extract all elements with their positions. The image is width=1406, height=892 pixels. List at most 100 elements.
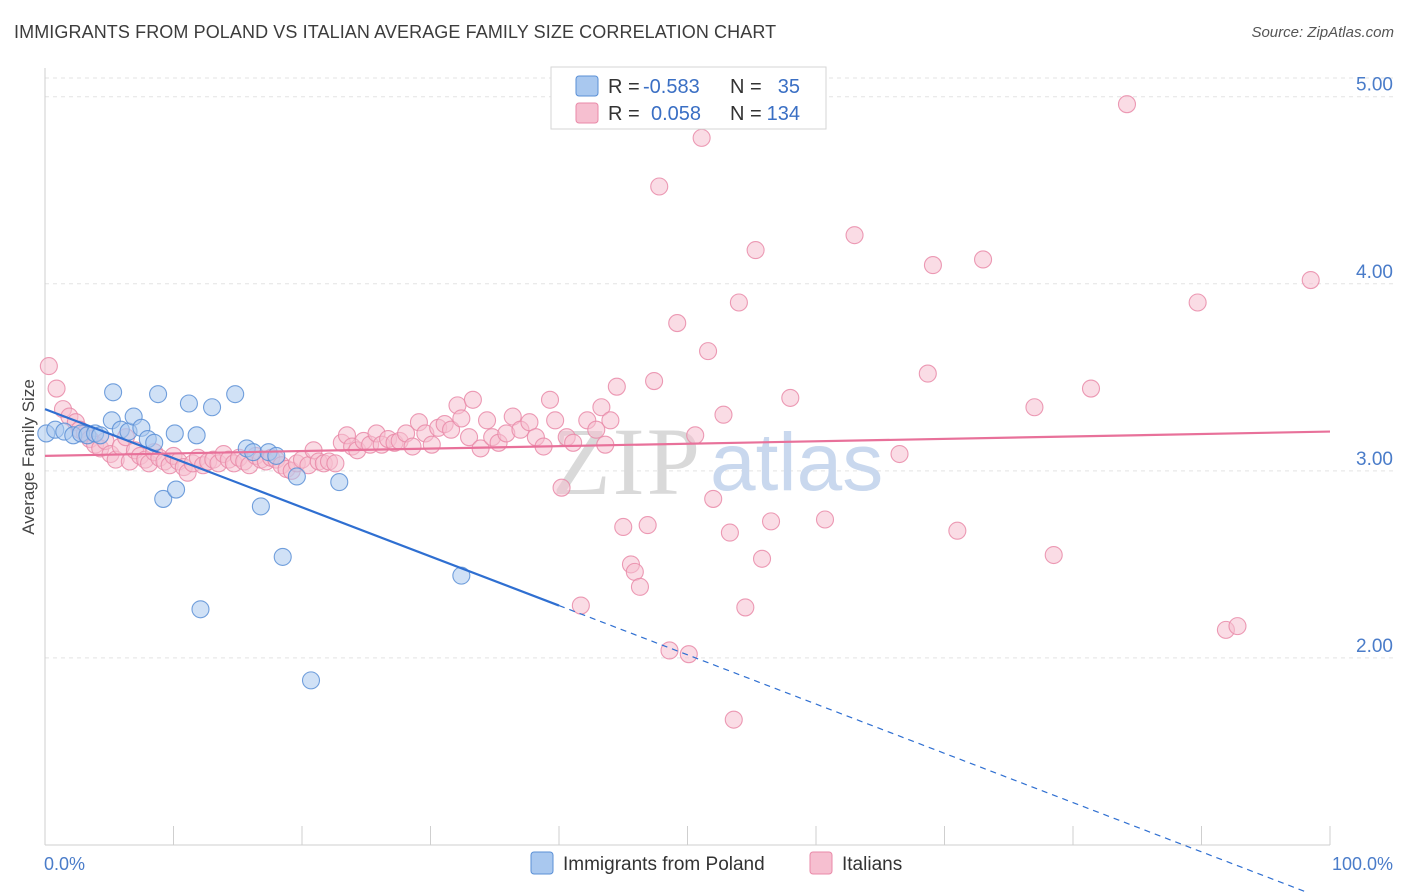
watermark-atlas: atlas	[710, 417, 883, 508]
italians-point	[668, 314, 687, 333]
italians-point	[592, 398, 611, 417]
italians-point	[645, 372, 664, 391]
italians-point	[630, 577, 650, 596]
italians-point	[845, 226, 864, 245]
italians-point	[601, 411, 620, 430]
stats-box: R = -0.583 N = 35 R = 0.058 N = 134	[550, 66, 827, 130]
stats-r-label-italians: R =	[608, 103, 640, 125]
poland-point	[273, 547, 292, 566]
legend-swatch-italians	[809, 851, 833, 875]
italians-point	[477, 411, 497, 430]
stats-swatch-italians	[575, 102, 599, 124]
italians-point	[973, 250, 993, 269]
italians-point	[463, 390, 482, 409]
watermark: ZIP atlas	[552, 408, 883, 515]
italians-point	[1025, 398, 1044, 417]
italians-point	[422, 435, 441, 454]
poland-point	[187, 426, 206, 445]
y-tick-label: 3.00	[1356, 449, 1393, 470]
italians-point	[1044, 545, 1063, 565]
italians-point	[39, 357, 58, 376]
legend: Immigrants from Poland Italians	[530, 851, 902, 875]
italians-point	[452, 409, 471, 428]
italians-point	[724, 710, 743, 729]
poland-point	[179, 394, 198, 413]
italians-point	[540, 390, 560, 409]
ticks-layer: 2.00 3.00 4.00 5.00 0.0% 100.0%	[44, 75, 1393, 874]
poland-point	[167, 480, 186, 499]
legend-label-poland: Immigrants from Poland	[563, 854, 765, 875]
italians-point	[948, 521, 967, 540]
stats-r-value-italians: 0.058	[651, 103, 701, 125]
italians-point	[403, 437, 422, 456]
italians-point	[326, 454, 345, 473]
poland-point	[330, 473, 349, 492]
grid-layer	[45, 77, 1395, 659]
italians-point	[699, 342, 718, 361]
poland-point	[191, 600, 210, 619]
italians-point	[686, 426, 705, 445]
italians-point	[746, 241, 765, 260]
chart-title: IMMIGRANTS FROM POLAND VS ITALIAN AVERAG…	[14, 22, 777, 42]
poland-point	[165, 424, 184, 443]
italians-point	[587, 420, 606, 439]
points-layer	[37, 95, 1320, 729]
italians-point	[679, 645, 698, 664]
stats-n-value-italians: 134	[767, 103, 800, 125]
poland-point	[154, 489, 173, 508]
italians-point	[752, 549, 772, 568]
italians-point	[459, 428, 479, 447]
italians-point	[692, 128, 711, 147]
x-tick-label-min: 0.0%	[44, 854, 85, 874]
stats-n-label-italians: N =	[730, 103, 762, 125]
italians-point	[520, 413, 539, 432]
italians-trendline	[44, 430, 1331, 457]
italians-point	[47, 379, 66, 398]
poland-trendline	[44, 408, 560, 607]
italians-point	[918, 364, 937, 383]
poland-point	[149, 385, 168, 404]
poland-point	[267, 446, 286, 465]
italians-point	[564, 433, 583, 452]
italians-point	[650, 177, 669, 196]
y-tick-label: 5.00	[1356, 75, 1393, 96]
italians-point	[614, 517, 633, 537]
poland-point	[203, 398, 222, 417]
italians-point	[1081, 379, 1101, 398]
italians-point	[736, 598, 755, 617]
poland-point	[287, 467, 306, 486]
poland-point	[301, 671, 321, 690]
x-tick-label-max: 100.0%	[1332, 854, 1393, 874]
italians-point	[714, 405, 733, 424]
italians-point	[552, 478, 571, 497]
italians-point	[890, 444, 909, 464]
axes-layer	[44, 68, 1331, 846]
legend-swatch-poland	[530, 851, 554, 875]
italians-point	[923, 256, 942, 275]
italians-point	[607, 377, 626, 396]
poland-point	[251, 497, 270, 516]
chart-source: Source: ZipAtlas.com	[1251, 24, 1394, 41]
watermark-zip: ZIP	[552, 408, 702, 515]
poland-point	[104, 383, 123, 402]
stats-n-label-poland: N =	[730, 76, 762, 98]
italians-point	[625, 562, 644, 581]
poland-trendline-extrapolated	[558, 604, 1308, 892]
italians-point	[1117, 95, 1137, 114]
stats-n-value-poland: 35	[778, 76, 800, 98]
italians-point	[1188, 293, 1207, 312]
stats-r-value-poland: -0.583	[643, 76, 700, 98]
italians-point	[720, 523, 739, 542]
stats-r-label-poland: R =	[608, 76, 640, 98]
italians-point	[781, 388, 800, 407]
italians-point	[1228, 617, 1247, 636]
italians-point	[638, 516, 657, 535]
italians-point	[442, 420, 461, 439]
italians-point	[704, 489, 723, 508]
stats-swatch-poland	[575, 75, 599, 97]
trend-layer	[44, 408, 1331, 892]
poland-point	[226, 385, 245, 404]
italians-point	[1301, 270, 1320, 290]
y-axis-label: Average Family Size	[19, 379, 38, 535]
